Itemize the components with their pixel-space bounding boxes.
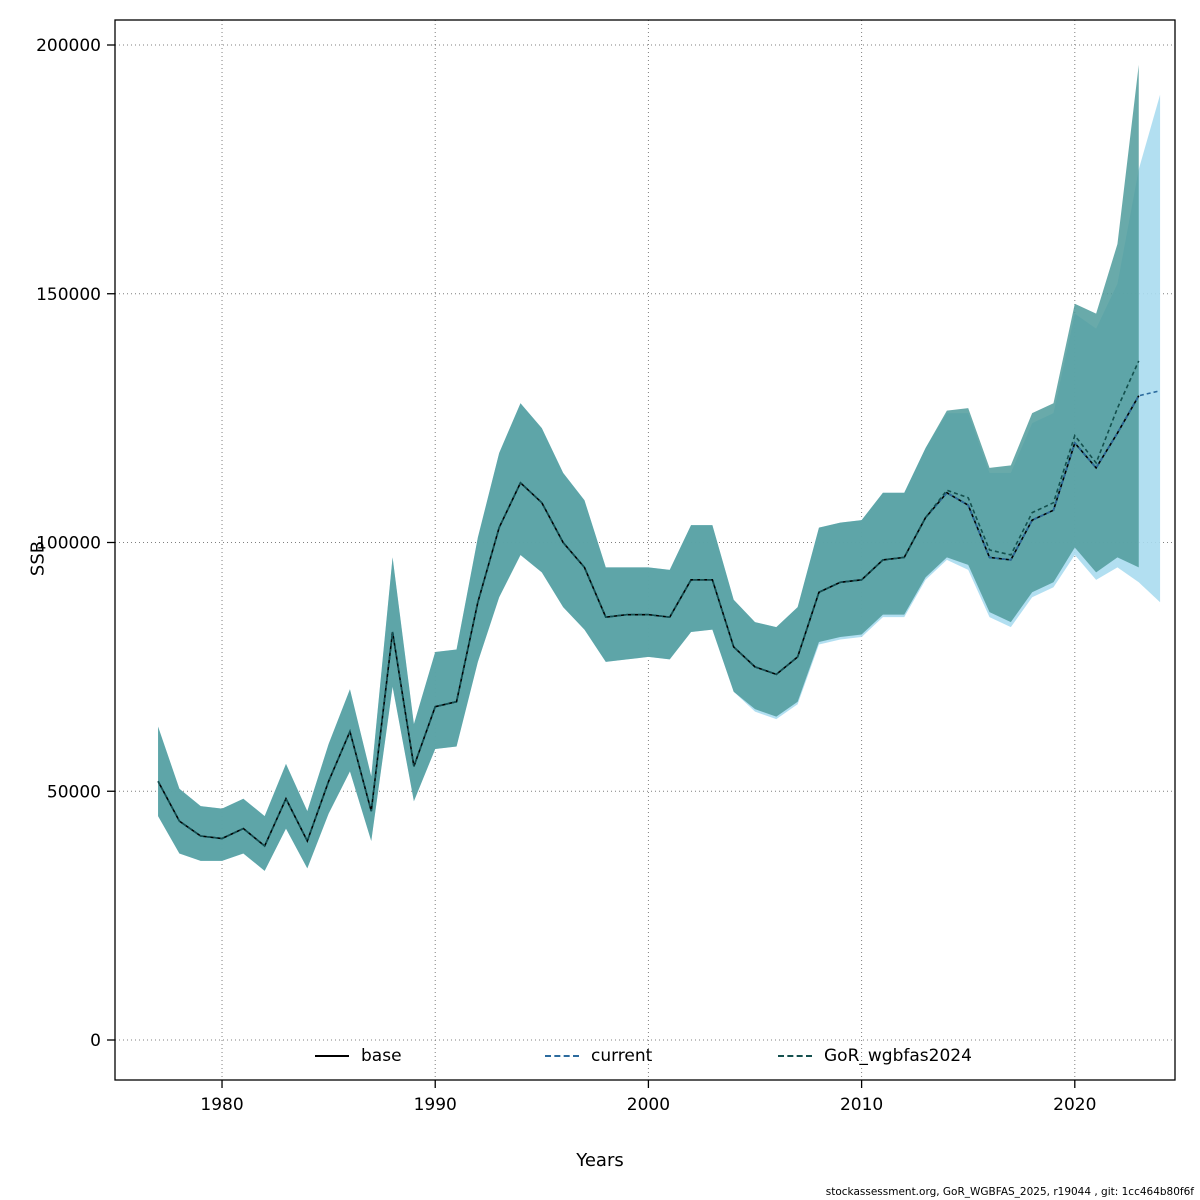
y-tick-label: 100000 bbox=[36, 534, 101, 554]
legend-entry-base: base bbox=[315, 1046, 402, 1066]
x-axis-title: Years bbox=[576, 1150, 624, 1171]
source-attribution: stockassessment.org, GoR_WGBFAS_2025, r1… bbox=[825, 1186, 1194, 1198]
y-tick-label: 150000 bbox=[36, 285, 101, 305]
y-tick-label: 50000 bbox=[47, 782, 101, 802]
y-tick-label: 200000 bbox=[36, 36, 101, 56]
confidence-band-gor bbox=[158, 64, 1139, 871]
legend-entry-gor: GoR_wgbfas2024 bbox=[778, 1046, 972, 1066]
legend-entry-current: current bbox=[545, 1046, 652, 1066]
y-axis-title: SSB bbox=[27, 540, 49, 577]
legend-line-base-icon bbox=[315, 1055, 349, 1057]
line-gor bbox=[157, 360, 1140, 848]
x-tick-label: 1980 bbox=[200, 1095, 243, 1115]
legend-label-base: base bbox=[361, 1046, 402, 1066]
plot-border bbox=[114, 19, 1176, 1081]
legend-label-current: current bbox=[591, 1046, 653, 1066]
legend-line-current-icon bbox=[545, 1055, 579, 1057]
y-tick-label: 0 bbox=[90, 1031, 101, 1051]
legend-label-gor: GoR_wgbfas2024 bbox=[824, 1046, 972, 1066]
x-tick-label: 2010 bbox=[840, 1095, 883, 1115]
legend-line-gor-icon bbox=[778, 1055, 812, 1057]
x-tick-label: 2020 bbox=[1053, 1095, 1096, 1115]
x-tick-label: 1990 bbox=[414, 1095, 457, 1115]
x-tick-label: 2000 bbox=[627, 1095, 670, 1115]
